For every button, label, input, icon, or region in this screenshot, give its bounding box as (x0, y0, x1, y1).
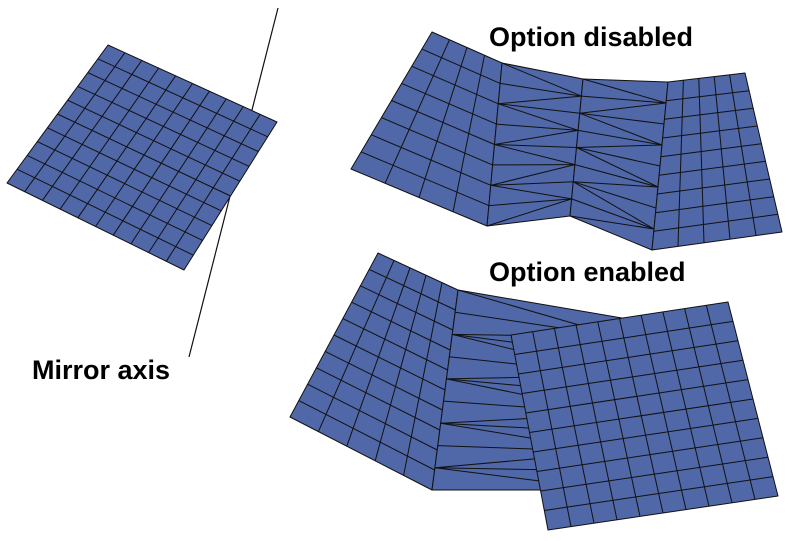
disabled-right-grid-line (698, 78, 705, 243)
mesh-option-enabled-right-part (510, 301, 779, 531)
disabled-mid-b-band-line (571, 198, 655, 230)
disabled-mid-a-band-line (488, 198, 572, 207)
disabled-left-outline (350, 31, 503, 227)
original-mesh-grid-line (37, 141, 213, 227)
disabled-mid-a-zigzag-line (490, 184, 572, 200)
disabled-mid-a-band-line (490, 181, 574, 186)
disabled-right-grid-line (662, 125, 758, 139)
disabled-left-grid-line (381, 117, 493, 166)
enabled-right-grid-line (544, 476, 774, 511)
enabled-left-grid-line (342, 318, 448, 371)
enabled-left-grid-line (368, 268, 456, 311)
disabled-left-grid-line (401, 82, 497, 125)
disabled-mid-b-zigzag-line (582, 78, 667, 104)
disabled-right-grid-line (659, 160, 766, 176)
enabled-right-grid-line (522, 359, 744, 394)
disabled-mid-b-band-line (578, 129, 663, 146)
disabled-mid-a-band-line (496, 123, 579, 131)
enabled-right-grid-line (533, 417, 759, 453)
disabled-mid-a-zigzag-line (501, 62, 582, 97)
disabled-right-grid-line (713, 76, 731, 240)
disabled-left-grid-line (391, 100, 495, 145)
option-enabled-label: Option enabled (489, 257, 686, 287)
disabled-mid-a-band-line (500, 82, 582, 97)
disabled-left-grid-line (411, 65, 499, 105)
disabled-mid-a-zigzag-line (498, 103, 579, 131)
enabled-left-grid-line (298, 400, 435, 471)
disabled-right-grid-line (657, 178, 770, 195)
disabled-mid-a-band-line (494, 144, 577, 148)
disabled-mid-b-zigzag-line (579, 112, 663, 146)
disabled-mid-b-zigzag-line (579, 102, 667, 114)
disabled-left-grid-line (421, 48, 501, 84)
disabled-mid-b-zigzag-line (569, 215, 655, 230)
original-mesh (6, 44, 278, 271)
disabled-left-grid-line (371, 134, 491, 186)
enabled-right-grid-line (529, 398, 754, 433)
enabled-right-grid-line (536, 437, 764, 472)
disabled-mid-b-zigzag-line (573, 181, 659, 188)
enabled-left-grid-line (351, 301, 451, 351)
disabled-mid-a-zigzag-line (498, 95, 582, 105)
disabled-right-grid-line (729, 74, 757, 236)
disabled-mid-b-band-line (579, 112, 665, 125)
disabled-mid-b-zigzag-line (576, 144, 663, 148)
disabled-left-grid-line (360, 151, 490, 207)
disabled-mid-b-zigzag-line (576, 147, 659, 188)
disabled-right-grid-line (660, 143, 762, 158)
enabled-right-grid-line (518, 340, 739, 375)
original-mesh-grid-line (97, 58, 268, 138)
enabled-right-grid-line (525, 379, 749, 414)
disabled-right-grid-line (653, 213, 778, 232)
disabled-right-grid-line (664, 107, 754, 120)
enabled-left-outline (289, 252, 459, 491)
enabled-left-grid-line (316, 367, 441, 431)
disabled-mid-a-band-line (498, 103, 580, 114)
original-mesh-grid-line (67, 99, 241, 182)
enabled-right-outline (510, 301, 779, 531)
option-disabled-label: Option disabled (489, 22, 694, 52)
disabled-mid-b-band-line (573, 181, 657, 209)
enabled-left-grid-line (333, 334, 446, 391)
enabled-left-grid-line (324, 350, 443, 411)
original-mesh-grid-line (16, 168, 194, 256)
mirrored-mesh-option-disabled (350, 31, 783, 251)
enabled-left-grid-line (307, 383, 438, 451)
enabled-left-grid-line (360, 285, 454, 331)
original-mesh-grid-line (77, 85, 250, 167)
disabled-mid-b-band-line (576, 147, 661, 167)
disabled-mid-a-zigzag-line (494, 129, 579, 145)
original-mesh-grid-line (57, 113, 231, 197)
mirror-axis-label: Mirror axis (32, 355, 171, 385)
disabled-right-grid-line (666, 90, 750, 102)
disabled-mid-a-zigzag-line (494, 144, 576, 166)
original-mesh-grid-line (87, 72, 259, 153)
disabled-mid-a-zigzag-line (490, 164, 576, 186)
disabled-mid-b-band-line (574, 164, 659, 188)
enabled-right-grid-line (514, 320, 734, 355)
enabled-right-grid-line (540, 456, 769, 492)
disabled-right-grid-line (655, 196, 774, 214)
disabled-mid-b-band-line (581, 95, 667, 104)
disabled-mid-a-zigzag-line (486, 198, 572, 227)
original-mesh-grid-line (47, 127, 222, 212)
disabled-mid-b-zigzag-line (573, 181, 655, 230)
disabled-right-grid-line (677, 80, 684, 247)
original-mesh-grid-line (26, 154, 203, 241)
